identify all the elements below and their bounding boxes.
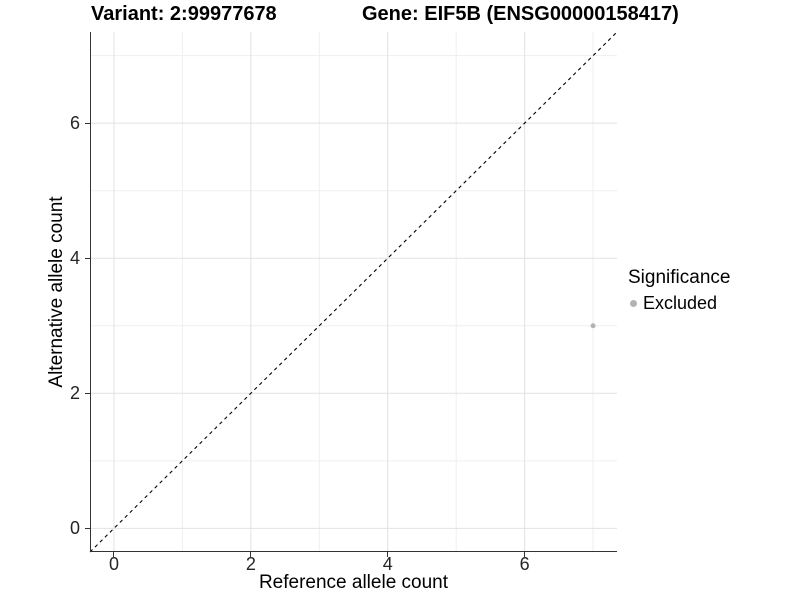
data-point-excluded xyxy=(590,323,596,329)
legend-title: Significance xyxy=(628,267,731,288)
x-tick-label: 6 xyxy=(519,554,530,574)
plot-title-variant: Variant: 2:99977678 xyxy=(91,3,277,25)
x-axis-title: Reference allele count xyxy=(258,572,449,593)
x-tick-label: 0 xyxy=(108,554,119,574)
x-tick-mark xyxy=(250,552,252,557)
y-tick-label: 0 xyxy=(69,518,80,539)
legend: Significance Excluded xyxy=(628,266,730,314)
y-axis-title: Alternative allele count xyxy=(46,196,67,388)
plot-title-gene: Gene: EIF5B (ENSG00000158417) xyxy=(362,3,679,25)
plot-panel xyxy=(89,31,618,553)
legend-item-label: Excluded xyxy=(643,293,718,313)
x-tick-label: 2 xyxy=(245,554,256,574)
x-tick-mark xyxy=(524,552,526,557)
x-tick-label: 4 xyxy=(382,554,393,574)
x-tick-mark xyxy=(387,552,389,557)
legend-key-dot-icon xyxy=(630,299,637,307)
y-tick-label: 6 xyxy=(69,113,80,134)
legend-item-excluded: Excluded xyxy=(628,292,730,314)
plot-canvas xyxy=(89,31,618,553)
x-tick-mark xyxy=(113,552,115,557)
identity-reference-line xyxy=(89,31,618,553)
